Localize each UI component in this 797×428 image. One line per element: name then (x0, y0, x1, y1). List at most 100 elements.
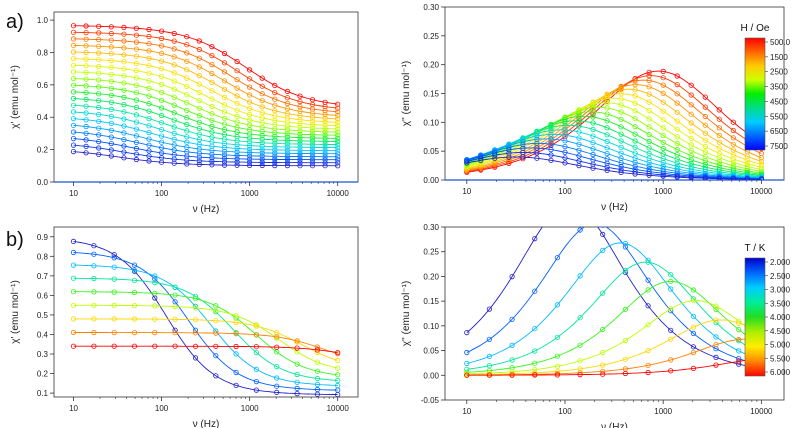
chart1-point (716, 116, 722, 122)
chart0-point (96, 132, 102, 138)
chart0-point (96, 104, 102, 111)
colorbar0-label: 7500 (770, 142, 788, 151)
chart2-point (131, 329, 138, 336)
chart2-point (152, 303, 158, 309)
chart0-point (70, 49, 77, 55)
chart0-point (159, 89, 165, 96)
chart1-point (660, 173, 666, 179)
chart3-ytick-label: 0.20 (423, 272, 439, 281)
chart0-point (96, 145, 102, 151)
chart0-point (83, 110, 89, 116)
chart1-point (758, 155, 765, 161)
chart0-point (96, 111, 102, 118)
chart0-point (70, 62, 77, 68)
chart3-fit-line (466, 242, 762, 364)
chart1-point (688, 82, 694, 88)
chart0-point (70, 142, 77, 148)
chart3-point (577, 366, 583, 372)
chart3-point (622, 244, 629, 250)
chart0-point (121, 149, 127, 155)
chart3-point (668, 286, 674, 292)
chart2-fit-line (73, 252, 338, 391)
chart0-point (83, 56, 89, 62)
chart3-point (645, 362, 651, 368)
chart0-point (184, 128, 190, 134)
chart3-point (554, 363, 561, 369)
chart0-ytick-label: 0.6 (37, 81, 49, 90)
chart3-fit-line (466, 261, 762, 370)
chart0-point (309, 147, 316, 154)
chart0-point (322, 151, 328, 157)
chart0-point (133, 112, 139, 118)
chart0-point (284, 163, 290, 169)
chart2-ytick-label: 0.2 (37, 370, 49, 379)
chart1-point (674, 163, 680, 169)
chart0-point (146, 70, 152, 76)
chart0-point (184, 157, 190, 163)
chart3-xtick-label: 1000 (654, 407, 672, 416)
chart3-point (600, 290, 606, 296)
chart3-point (736, 361, 742, 367)
chart1-point (758, 161, 765, 168)
chart0-point (322, 111, 328, 118)
colorbar0-label: 4500 (770, 97, 788, 106)
chart1-point (464, 158, 470, 164)
chart1-point (716, 139, 722, 145)
chart0-point (121, 52, 127, 58)
chart0-point (83, 90, 89, 96)
chart0-point (70, 75, 77, 82)
chart0-point (259, 162, 265, 169)
chart0-point (96, 151, 102, 157)
chart1-point (590, 165, 596, 171)
chart0-point (159, 150, 165, 156)
chart0-point (121, 94, 127, 101)
chart2-ytick-label: 0.1 (37, 389, 49, 398)
chart1-point (660, 125, 666, 131)
chart0-point (322, 104, 328, 110)
chart2-point (70, 329, 77, 336)
chart2-ytick-label: 0.7 (37, 272, 49, 281)
chart0-point (146, 123, 152, 129)
chart0-point (159, 139, 165, 145)
chart2-xtick-label: 10000 (327, 404, 350, 413)
chart1-point (674, 174, 680, 180)
chart0-point (70, 149, 77, 155)
chart2-point (233, 382, 239, 388)
chart0-point (171, 102, 177, 108)
chart0-point (96, 43, 102, 49)
chart0-xtick-label: 100 (155, 189, 169, 198)
chart0-point (221, 115, 228, 121)
chart3-point (532, 288, 538, 294)
chart1-point (478, 157, 484, 163)
chart0-point (83, 137, 89, 143)
chart0-point (309, 138, 316, 144)
chart1-point (730, 141, 736, 147)
chart0-point (209, 129, 215, 135)
chart2-point (213, 343, 219, 349)
chart0-point (108, 85, 114, 91)
chart1-point (576, 141, 582, 147)
chart0-point (284, 156, 290, 163)
chart1-point (506, 160, 512, 166)
chart2-point (91, 302, 97, 308)
chart2-point (111, 252, 117, 258)
chart2-point (233, 313, 239, 319)
chart2-point (335, 382, 341, 389)
chart1-point (688, 175, 694, 180)
chart0-point (133, 126, 139, 132)
chart2-point (111, 316, 117, 322)
chart1-point (646, 107, 652, 114)
chart3-point (690, 365, 697, 371)
chart1-point (730, 119, 736, 125)
chart0-point (297, 117, 303, 123)
chart1-point (618, 169, 624, 175)
chart0-fit-line (73, 151, 338, 167)
chart2-point (172, 343, 178, 349)
chart3-ytick-label: 0.00 (423, 371, 439, 380)
chart0-point (259, 143, 265, 149)
chart0-point (70, 82, 77, 88)
chart1-point (520, 154, 526, 160)
chart3-point (464, 349, 470, 356)
chart2-point (253, 378, 259, 385)
chart0-point (297, 124, 303, 130)
